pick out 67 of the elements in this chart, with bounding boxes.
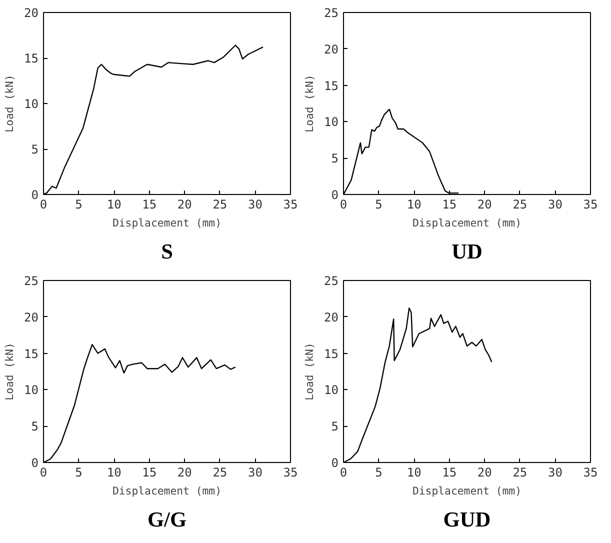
text: GUD	[443, 508, 491, 532]
y-tick-label: 15	[324, 78, 339, 93]
x-tick-label: 0	[40, 198, 48, 212]
x-tick-label: 5	[75, 198, 82, 212]
x-axis-title: Displacement (mm)	[112, 484, 222, 498]
x-tick-label: 0	[40, 466, 48, 480]
x-tick-label: 20	[177, 198, 192, 212]
x-axis-title: Displacement (mm)	[412, 484, 522, 498]
x-tick-label: 25	[512, 466, 528, 480]
x-tick-label: 10	[106, 466, 122, 480]
x-tick-label: 10	[406, 466, 422, 480]
y-tick-label: 10	[24, 383, 39, 398]
y-axis-title: Load (kN)	[3, 74, 16, 132]
y-tick-label: 25	[324, 274, 339, 288]
y-tick-label: 0	[31, 188, 39, 202]
y-tick-label: 5	[331, 152, 339, 166]
y-tick-label: 20	[24, 310, 39, 324]
x-tick-label: 10	[406, 198, 422, 212]
x-tick-label: 5	[75, 466, 82, 480]
x-tick-label: 10	[106, 198, 122, 212]
y-tick-label: 0	[31, 456, 39, 470]
y-tick-label: 5	[31, 142, 39, 156]
x-tick-label: 30	[248, 198, 262, 212]
x-tick-label: 25	[212, 466, 228, 480]
x-tick-label: 25	[212, 198, 228, 212]
y-axis-title: Load (kN)	[303, 74, 316, 132]
x-tick-label: 30	[548, 466, 562, 480]
y-tick-label: 5	[331, 420, 339, 434]
y-tick-label: 20	[24, 6, 39, 20]
x-tick-label: 15	[142, 466, 157, 480]
x-tick-label: 35	[283, 466, 298, 480]
y-tick-label: 10	[324, 115, 339, 130]
text: S	[161, 240, 173, 264]
y-tick-label: 20	[324, 310, 339, 324]
y-tick-label: 20	[324, 42, 339, 56]
y-tick-label: 0	[331, 456, 339, 470]
x-tick-label: 30	[248, 466, 262, 480]
x-tick-label: 25	[512, 198, 528, 212]
x-tick-label: 15	[142, 198, 157, 212]
x-tick-label: 30	[548, 198, 562, 212]
y-tick-label: 0	[331, 188, 339, 202]
x-tick-label: 5	[375, 198, 382, 212]
x-axis-title: Displacement (mm)	[412, 216, 522, 230]
y-tick-label: 25	[24, 274, 39, 288]
x-tick-label: 0	[340, 466, 348, 480]
y-tick-label: 10	[324, 383, 339, 398]
x-tick-label: 20	[477, 466, 492, 480]
x-tick-label: 0	[340, 198, 348, 212]
text: UD	[452, 240, 482, 264]
text: G/G	[147, 508, 187, 532]
x-tick-label: 35	[283, 198, 298, 212]
y-tick-label: 25	[324, 6, 339, 20]
x-tick-label: 15	[442, 198, 457, 212]
y-tick-label: 5	[31, 420, 39, 434]
x-tick-label: 35	[583, 466, 598, 480]
y-tick-label: 15	[324, 346, 339, 361]
y-axis-title: Load (kN)	[3, 342, 16, 400]
y-axis-title: Load (kN)	[303, 342, 316, 400]
x-axis-title: Displacement (mm)	[112, 216, 222, 230]
x-tick-label: 5	[375, 466, 382, 480]
x-tick-label: 20	[177, 466, 192, 480]
x-tick-label: 35	[583, 198, 598, 212]
x-tick-label: 15	[442, 466, 457, 480]
x-tick-label: 20	[477, 198, 492, 212]
y-tick-label: 15	[24, 346, 39, 361]
y-tick-label: 15	[24, 52, 39, 66]
y-tick-label: 10	[24, 97, 39, 111]
